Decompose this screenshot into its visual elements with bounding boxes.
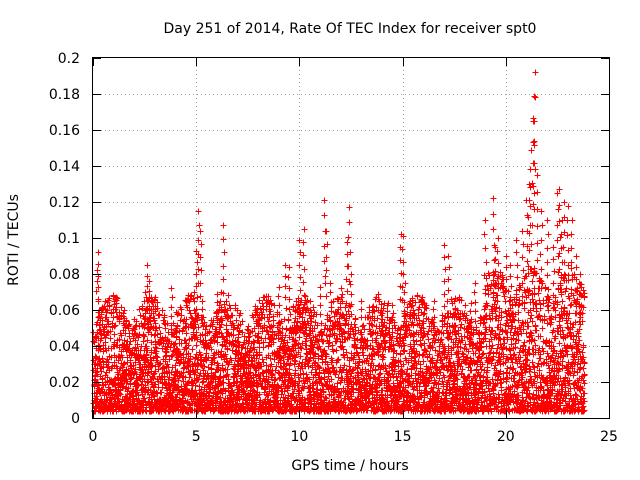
- y-tick-label: 0.18: [49, 87, 80, 103]
- x-tick-label: 20: [497, 429, 515, 445]
- axis-ticks: [93, 58, 610, 419]
- chart-title: Day 251 of 2014, Rate Of TEC Index for r…: [164, 21, 537, 37]
- y-tick-label: 0.14: [49, 159, 80, 175]
- x-axis-label: GPS time / hours: [291, 458, 408, 474]
- data-points: [90, 69, 588, 415]
- y-tick-label: 0.16: [49, 123, 80, 139]
- x-tick-label: 5: [192, 429, 201, 445]
- y-axis-label: ROTI / TECUs: [6, 194, 22, 286]
- y-tick-labels: 0 0.02 0.04 0.06 0.08 0.1 0.12 0.14 0.16 0.18 0.2: [49, 51, 80, 427]
- y-tick-label: 0.06: [49, 303, 80, 319]
- y-tick-label: 0.2: [58, 51, 80, 67]
- y-tick-label: 0.08: [49, 267, 80, 283]
- scatter-points: [90, 69, 588, 415]
- x-tick-label: 15: [394, 429, 412, 445]
- y-tick-label: 0: [71, 411, 80, 427]
- y-tick-label: 0.1: [58, 231, 80, 247]
- x-tick-label: 25: [600, 429, 618, 445]
- y-tick-label: 0.12: [49, 195, 80, 211]
- x-tick-labels: 0 5 10 15 20 25: [89, 429, 618, 445]
- y-tick-label: 0.02: [49, 375, 80, 391]
- x-tick-label: 0: [89, 429, 98, 445]
- x-tick-label: 10: [290, 429, 308, 445]
- plot-frame: [92, 57, 610, 419]
- y-tick-label: 0.04: [49, 339, 80, 355]
